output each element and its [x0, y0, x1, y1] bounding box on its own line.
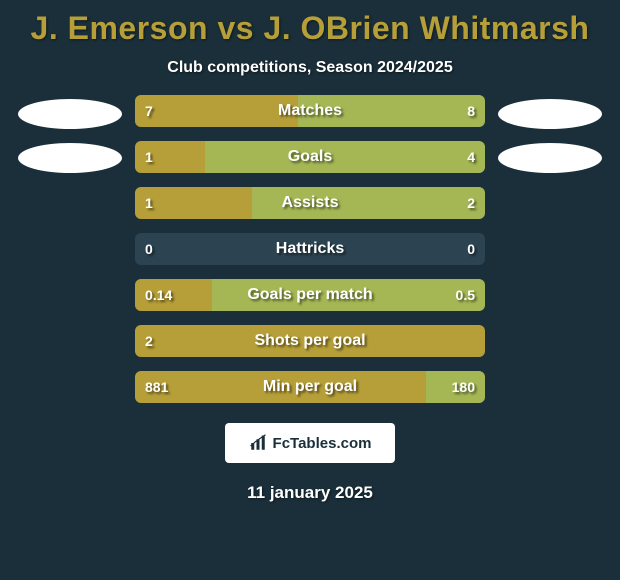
player-badge-placeholder	[18, 99, 122, 129]
stat-bars: Matches 7 8 Goals 1 4 Assists 1 2 Hattricks 0 0 Goal…	[135, 95, 485, 403]
page-subtitle: Club competitions, Season 2024/2025	[8, 59, 612, 77]
stat-value-player1: 0.14	[145, 287, 172, 303]
stat-row: Min per goal 881 180	[135, 371, 485, 403]
stat-row: Assists 1 2	[135, 187, 485, 219]
stat-label: Goals per match	[247, 286, 372, 304]
chart-icon	[249, 434, 267, 452]
stat-label: Goals	[288, 148, 332, 166]
player-badge-placeholder	[18, 143, 122, 173]
stat-value-player2: 2	[467, 195, 475, 211]
player-badge-placeholder	[498, 143, 602, 173]
stat-value-player2: 0	[467, 241, 475, 257]
stat-value-player2: 8	[467, 103, 475, 119]
stat-row: Hattricks 0 0	[135, 233, 485, 265]
stat-row: Matches 7 8	[135, 95, 485, 127]
source-logo: FcTables.com	[225, 423, 395, 463]
player1-side	[15, 95, 125, 173]
player-badge-placeholder	[498, 99, 602, 129]
stat-row: Goals per match 0.14 0.5	[135, 279, 485, 311]
date-label: 11 january 2025	[8, 483, 612, 503]
content-row: Matches 7 8 Goals 1 4 Assists 1 2 Hattricks 0 0 Goal…	[8, 95, 612, 403]
stat-value-player2: 0.5	[456, 287, 475, 303]
stat-bar-player2	[205, 141, 485, 173]
comparison-panel: J. Emerson vs J. OBrien Whitmarsh Club c…	[0, 0, 620, 580]
stat-value-player1: 7	[145, 103, 153, 119]
stat-label: Matches	[278, 102, 342, 120]
logo-text: FcTables.com	[273, 435, 372, 452]
stat-value-player1: 1	[145, 149, 153, 165]
stat-value-player2: 4	[467, 149, 475, 165]
stat-value-player1: 0	[145, 241, 153, 257]
stat-label: Min per goal	[263, 378, 357, 396]
stat-label: Assists	[282, 194, 339, 212]
stat-value-player1: 1	[145, 195, 153, 211]
stat-label: Hattricks	[276, 240, 344, 258]
stat-row: Goals 1 4	[135, 141, 485, 173]
stat-label: Shots per goal	[254, 332, 365, 350]
stat-row: Shots per goal 2	[135, 325, 485, 357]
player2-side	[495, 95, 605, 173]
stat-value-player1: 2	[145, 333, 153, 349]
page-title: J. Emerson vs J. OBrien Whitmarsh	[8, 10, 612, 47]
stat-value-player1: 881	[145, 379, 168, 395]
stat-bar-player1	[135, 95, 298, 127]
stat-value-player2: 180	[452, 379, 475, 395]
